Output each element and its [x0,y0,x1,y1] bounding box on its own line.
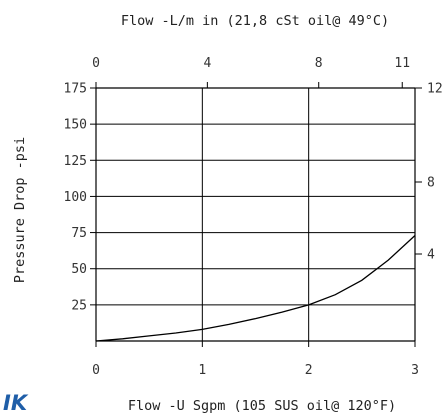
x-tick-label: 3 [411,363,419,378]
axes [90,82,422,347]
x-tick-label: 0 [92,363,100,378]
series-layer [95,235,416,342]
bottom-axis-title: Flow -U Sgpm (105 SUS oil@ 120°F) [128,398,396,414]
top-axis-title: Flow -L/m in (21,8 cSt oil@ 49°C) [121,13,389,29]
y-tick-label: 175 [64,82,87,97]
right-tick-label: 8 [427,176,435,191]
y-tick-label: 25 [71,298,87,313]
top-tick-label: 4 [203,56,211,71]
right-tick-label: 12 [427,82,443,97]
top-tick-label: 8 [315,56,323,71]
y-tick-label: 100 [64,190,87,205]
x-tick-label: 2 [305,363,313,378]
y-tick-label: 125 [64,154,87,169]
series-line-0 [95,235,416,342]
top-tick-label: 0 [92,56,100,71]
x-tick-label: 1 [198,363,206,378]
y-tick-label: 150 [64,118,87,133]
y-axis-title: Pressure Drop -psi [12,137,28,283]
y-tick-label: 50 [71,262,87,277]
top-tick-label: 11 [394,56,410,71]
y-tick-label: 75 [71,226,87,241]
grid [95,87,416,341]
brand-logo: IK [3,391,29,415]
right-tick-label: 4 [427,248,435,263]
